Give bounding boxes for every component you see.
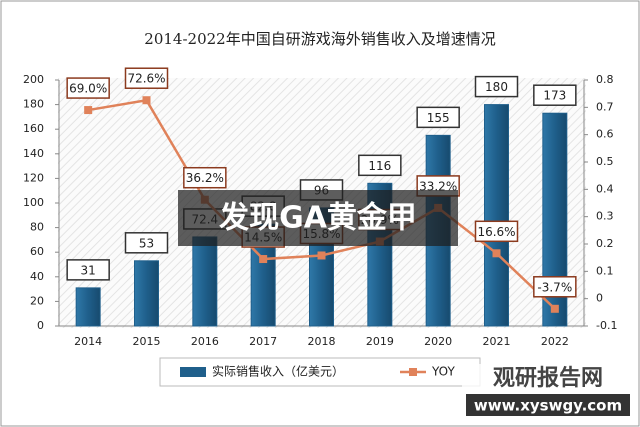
- bar-value-label-box: [474, 75, 519, 98]
- y2-tick-label: 0.7: [596, 100, 614, 113]
- x-tick-label: 2018: [308, 335, 336, 348]
- banner-bg: [178, 190, 458, 246]
- x-tick-label: 2021: [483, 335, 511, 348]
- yoy-marker: [84, 106, 93, 115]
- bar-value-label-box: [124, 232, 169, 254]
- yoy-marker: [317, 251, 326, 260]
- yoy-value-label-box: [124, 67, 169, 89]
- y-tick-label: 20: [30, 294, 44, 307]
- bar: [75, 287, 101, 327]
- bar-value-label-box: [533, 84, 577, 106]
- x-tick-label: 2019: [366, 335, 394, 348]
- y-tick-label: 60: [30, 245, 44, 258]
- legend-swatch: [180, 367, 206, 377]
- watermark-url: www.xyswgy.com: [474, 397, 622, 415]
- y2-tick-label: 0.4: [596, 182, 614, 195]
- y2-tick-label: 0: [596, 292, 603, 305]
- yoy-value-label-box: [533, 276, 577, 298]
- yoy-value-label-box: [183, 166, 227, 189]
- yoy-value-label: -3.7%: [537, 280, 572, 294]
- bar-value-label: 180: [485, 80, 508, 94]
- legend-frame: [159, 357, 481, 387]
- x-tick-label: 2016: [191, 335, 219, 348]
- bar-value-label: 116: [368, 159, 391, 173]
- bar-value-label-box: [358, 154, 402, 177]
- bar: [484, 104, 509, 327]
- chart-title: 2014-2022年中国自研游戏海外销售收入及增速情况: [144, 30, 495, 48]
- bar-value-label: 31: [81, 263, 96, 277]
- yoy-value-label-box: [66, 77, 110, 99]
- y-tick-label: 160: [23, 122, 44, 135]
- x-tick-label: 2015: [133, 335, 161, 348]
- yoy-marker: [142, 96, 151, 105]
- legend-swatch: [409, 368, 417, 376]
- x-tick-label: 2014: [74, 335, 102, 348]
- x-tick-label: 2022: [541, 335, 569, 348]
- yoy-value-label-box: [474, 220, 519, 243]
- bar-value-label: 53: [139, 236, 154, 250]
- bar-value-label: 173: [543, 89, 566, 103]
- yoy-marker: [550, 304, 559, 313]
- y-tick-label: 140: [23, 147, 44, 160]
- y2-tick-label: -0.1: [596, 319, 617, 332]
- banner: 发现GA黄金甲: [218, 201, 417, 236]
- y2-tick-label: 0.2: [596, 237, 614, 250]
- x-tick-label: 2020: [424, 335, 452, 348]
- y-tick-label: 120: [23, 171, 44, 184]
- bar-value-label-box: [416, 106, 460, 129]
- x-tick-label: 2017: [249, 335, 277, 348]
- y2-tick-label: 0.5: [596, 155, 614, 168]
- watermark-url-bg: [466, 394, 630, 416]
- yoy-value-label: 69.0%: [69, 82, 107, 96]
- yoy-marker: [259, 255, 268, 264]
- y-tick-label: 0: [37, 319, 44, 332]
- y-tick-label: 80: [30, 221, 44, 234]
- y-tick-label: 40: [30, 270, 44, 283]
- yoy-marker: [492, 249, 501, 258]
- y-tick-label: 100: [23, 196, 44, 209]
- bar: [134, 260, 159, 327]
- bar: [192, 236, 218, 327]
- bar-value-label-box: [66, 259, 110, 281]
- yoy-value-label: 72.6%: [127, 72, 165, 86]
- yoy-value-label: 36.2%: [186, 171, 224, 185]
- y2-tick-label: 0.3: [596, 210, 614, 223]
- legend-label: YOY: [431, 365, 455, 379]
- y2-tick-label: 0.6: [596, 128, 614, 141]
- watermark-title: 观研报告网: [493, 366, 603, 391]
- y2-tick-label: 0.8: [596, 73, 614, 86]
- legend-label: 实际销售收入（亿美元）: [212, 364, 344, 379]
- y2-tick-label: 0.1: [596, 264, 614, 277]
- yoy-value-label: 16.6%: [477, 225, 515, 239]
- bar-value-label: 155: [427, 111, 450, 125]
- yoy-value-label: 33.2%: [419, 179, 457, 193]
- y-tick-label: 200: [23, 73, 44, 86]
- y-tick-label: 180: [23, 98, 44, 111]
